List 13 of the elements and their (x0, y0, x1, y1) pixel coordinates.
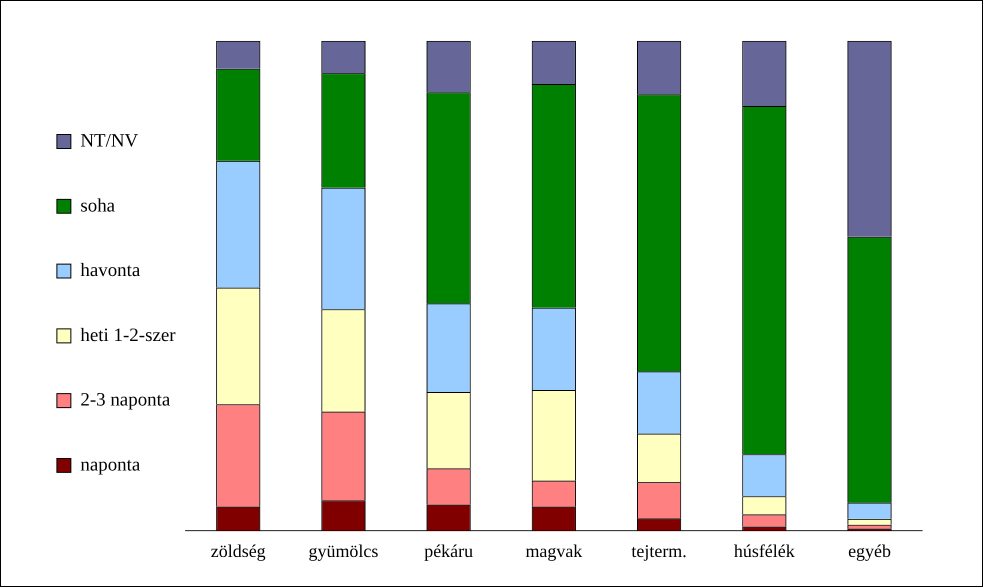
legend-label: havonta (80, 260, 141, 282)
legend-label: soha (80, 195, 116, 216)
legend-label: 2-3 naponta (80, 390, 171, 411)
x-tick-label: húsfélék (734, 541, 795, 562)
x-tick-label: tejterm. (631, 541, 687, 562)
legend-label: NT/NV (80, 130, 139, 152)
legend-label: heti 1-2-szer (80, 324, 176, 346)
legend-label: naponta (80, 454, 141, 476)
x-tick-label: pékáru (424, 541, 474, 562)
x-tick-label: egyéb (848, 541, 891, 562)
x-tick-label: zöldség (210, 541, 266, 562)
x-tick-label: gyümölcs (308, 541, 378, 562)
x-tick-label: magvak (525, 541, 582, 562)
